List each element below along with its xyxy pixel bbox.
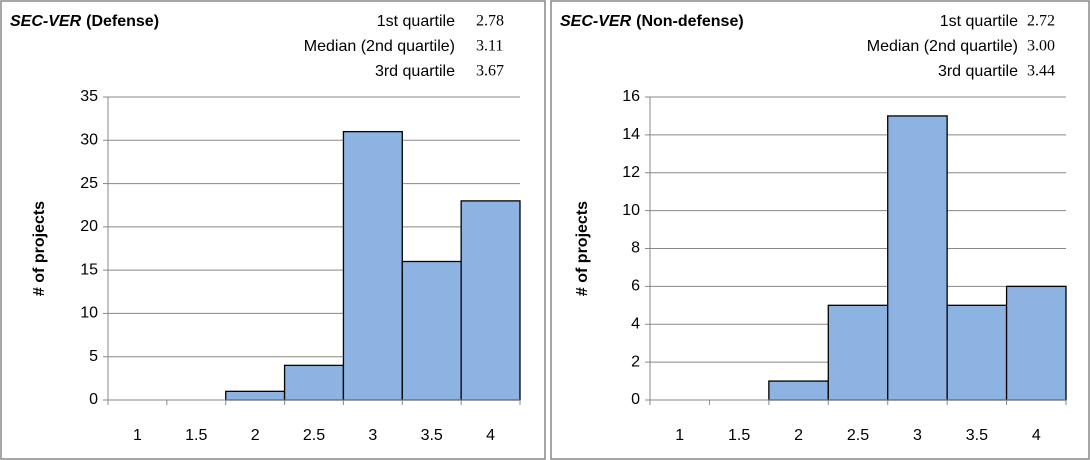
bar [401, 260, 462, 401]
y-tick-label: 16 [622, 88, 640, 105]
bar [887, 115, 948, 401]
bar [1005, 285, 1067, 401]
y-tick-label: 10 [622, 202, 640, 219]
y-tick-label: 0 [631, 391, 640, 408]
bar [225, 390, 286, 401]
x-tick-label: 1.5 [728, 427, 750, 444]
stat-label: 3rd quartile [938, 63, 1018, 80]
stat-value: 3.00 [1027, 38, 1055, 55]
y-axis-label: # of projects [31, 201, 48, 296]
title-code: SEC-VER [560, 13, 632, 30]
stat-value: 2.72 [1027, 13, 1055, 30]
y-tick-label: 8 [631, 240, 640, 257]
bar [946, 304, 1008, 401]
bar [460, 200, 521, 401]
stat-value: 2.78 [476, 13, 504, 30]
x-tick-label: 3 [368, 427, 377, 444]
y-tick-label: 25 [80, 175, 98, 192]
y-tick-label: 20 [80, 218, 98, 235]
stat-label: Median (2nd quartile) [867, 38, 1018, 55]
y-tick-label: 5 [89, 348, 98, 365]
x-tick-label: 2 [251, 427, 260, 444]
y-tick-label: 0 [89, 391, 98, 408]
x-tick-label: 1 [675, 427, 684, 444]
stat-value: 3.67 [476, 63, 504, 80]
chart: SEC-VER (Defense) 1st quartile 2.78 Median (… [10, 13, 521, 444]
chart-title: SEC-VER (Non-defense) [560, 13, 744, 30]
title-text: (Non-defense) [636, 13, 744, 30]
y-tick-label: 12 [622, 164, 640, 181]
bar [283, 364, 345, 401]
y-tick-label: 30 [80, 132, 98, 149]
x-tick-label: 1.5 [185, 427, 207, 444]
x-tick-label: 2.5 [847, 427, 869, 444]
x-tick-label: 1 [133, 427, 142, 444]
stat-label: 1st quartile [377, 13, 455, 30]
y-tick-label: 6 [631, 278, 640, 295]
x-tick-label: 3.5 [421, 427, 443, 444]
bar [827, 304, 889, 401]
stat-value: 3.44 [1027, 63, 1055, 80]
title-text: (Defense) [86, 13, 159, 30]
x-tick-label: 3.5 [966, 427, 988, 444]
stat-label: 3rd quartile [375, 63, 455, 80]
bar [768, 380, 829, 401]
y-axis-label: # of projects [574, 201, 591, 296]
stat-value: 3.11 [476, 38, 503, 55]
stat-label: Median (2nd quartile) [304, 38, 455, 55]
x-tick-label: 3 [913, 427, 922, 444]
stat-label: 1st quartile [940, 13, 1018, 30]
y-tick-label: 35 [80, 88, 98, 105]
x-tick-label: 4 [1032, 427, 1041, 444]
title-code: SEC-VER [10, 13, 82, 30]
chart: SEC-VER (Non-defense) 1st quartile 2.72 Medi… [560, 13, 1067, 444]
bar [342, 130, 403, 401]
y-tick-label: 4 [631, 315, 640, 332]
x-tick-label: 2.5 [303, 427, 325, 444]
y-tick-label: 15 [80, 261, 98, 278]
x-tick-label: 4 [486, 427, 495, 444]
y-tick-label: 2 [631, 353, 640, 370]
y-tick-label: 10 [80, 305, 98, 322]
x-tick-label: 2 [794, 427, 803, 444]
y-tick-label: 14 [622, 126, 640, 143]
chart-title: SEC-VER (Defense) [10, 13, 159, 30]
